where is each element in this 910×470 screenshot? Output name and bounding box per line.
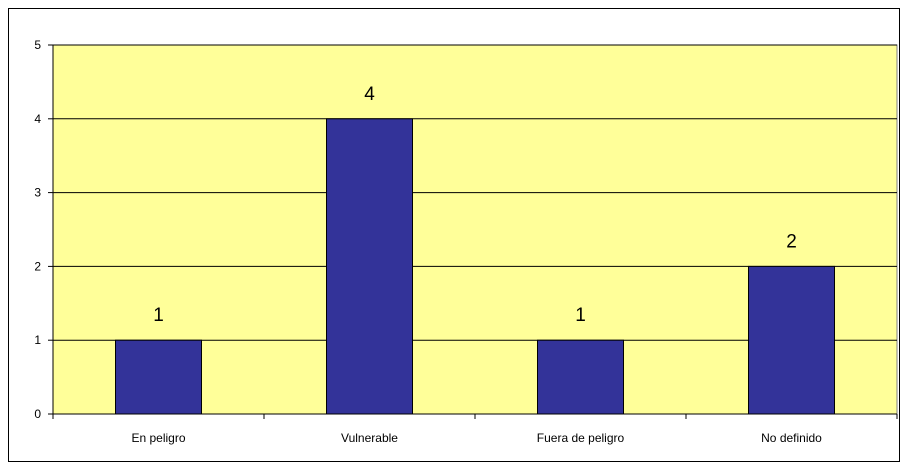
x-tick-label: Vulnerable	[341, 431, 398, 445]
data-label: 2	[786, 231, 797, 252]
data-label: 4	[364, 84, 375, 105]
y-tick-label: 0	[34, 407, 41, 421]
bar	[326, 118, 413, 415]
x-tick-label: Fuera de peligro	[537, 431, 625, 445]
bar	[748, 265, 835, 415]
y-tick-label: 2	[34, 259, 41, 273]
y-tick-label: 5	[34, 38, 41, 52]
y-tick-label: 3	[34, 186, 41, 200]
bars	[115, 118, 835, 415]
data-labels: 1 4 1 2	[153, 84, 797, 326]
data-label: 1	[575, 305, 586, 326]
data-label: 1	[153, 305, 164, 326]
x-tick-labels: En peligro Vulnerable Fuera de peligro No d…	[131, 431, 822, 445]
x-tick-label: En peligro	[131, 431, 185, 445]
x-tick-label: No definido	[761, 431, 822, 445]
axis-ticks	[48, 44, 898, 419]
y-tick-label: 4	[34, 112, 41, 126]
y-tick-labels: 0 1 2 3 4 5	[34, 38, 41, 421]
bar	[115, 339, 202, 415]
y-tick-label: 1	[34, 333, 41, 347]
bar	[537, 339, 624, 415]
